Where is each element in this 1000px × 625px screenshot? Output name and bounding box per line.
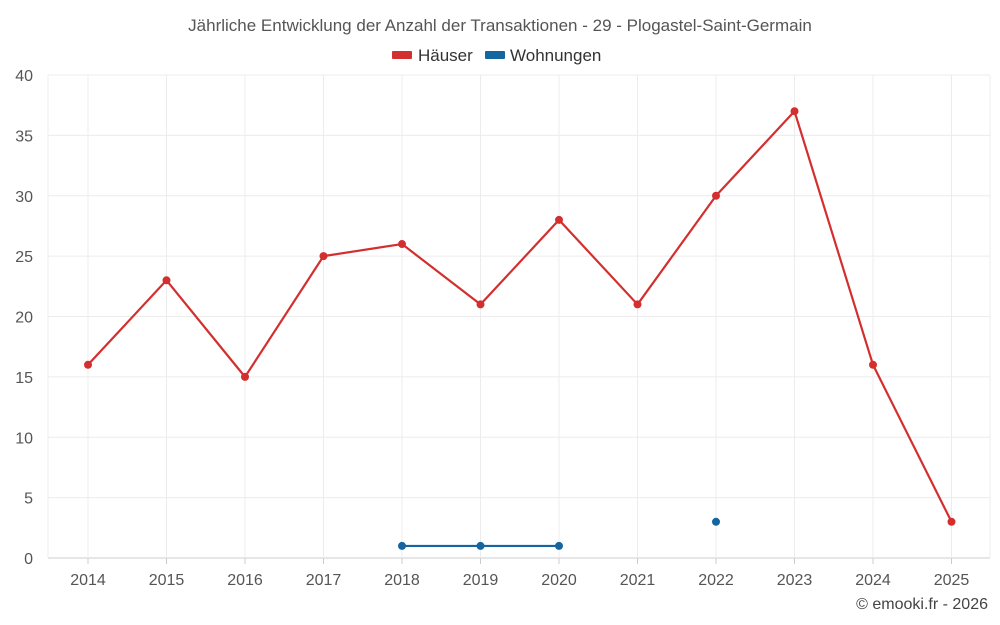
x-tick-label: 2019 [463, 572, 499, 589]
data-point-haeuser[interactable] [241, 372, 249, 381]
x-tick-label: 2025 [934, 572, 970, 589]
legend-label-wohnungen: Wohnungen [510, 46, 601, 65]
y-tick-label: 30 [15, 189, 33, 206]
x-tick-label: 2022 [698, 572, 734, 589]
x-tick-label: 2024 [855, 572, 891, 589]
x-tick-label: 2018 [384, 572, 420, 589]
series [84, 107, 956, 550]
y-tick-label: 25 [15, 249, 33, 266]
chart-title: Jährliche Entwicklung der Anzahl der Tra… [188, 16, 812, 35]
y-tick-label: 40 [15, 68, 33, 85]
x-tick-label: 2015 [149, 572, 185, 589]
x-axis: 2014 2015 2016 2017 2018 2019 2020 2021 2022 2023… [70, 558, 969, 589]
data-point-haeuser[interactable] [84, 360, 92, 369]
data-point-haeuser[interactable] [947, 517, 956, 526]
x-tick-label: 2016 [227, 572, 263, 589]
data-point-wohnungen[interactable] [555, 541, 563, 550]
legend-item-haeuser[interactable]: Häuser [392, 46, 473, 65]
y-axis: 0 5 10 15 20 25 30 35 40 [15, 68, 33, 568]
y-tick-label: 10 [15, 430, 33, 447]
data-point-haeuser[interactable] [398, 240, 406, 249]
x-tick-label: 2021 [620, 572, 656, 589]
x-tick-label: 2014 [70, 572, 106, 589]
legend: Häuser Wohnungen [392, 46, 601, 65]
y-tick-label: 15 [15, 370, 33, 387]
data-point-wohnungen[interactable] [398, 541, 406, 550]
x-tick-label: 2017 [306, 572, 342, 589]
data-point-haeuser[interactable] [476, 300, 485, 309]
data-point-haeuser[interactable] [633, 300, 642, 309]
data-point-haeuser[interactable] [869, 360, 877, 369]
grid [47, 74, 991, 559]
data-point-haeuser[interactable] [555, 215, 563, 224]
y-tick-label: 20 [15, 310, 33, 327]
legend-item-wohnungen[interactable]: Wohnungen [485, 46, 601, 65]
y-tick-label: 0 [24, 551, 33, 568]
data-point-haeuser[interactable] [712, 191, 720, 200]
data-point-haeuser[interactable] [319, 252, 328, 261]
y-tick-label: 5 [24, 491, 33, 508]
y-tick-label: 35 [15, 128, 33, 145]
data-point-haeuser[interactable] [162, 276, 171, 285]
legend-swatch-haeuser [392, 51, 412, 59]
x-tick-label: 2020 [541, 572, 577, 589]
data-point-wohnungen[interactable] [712, 517, 720, 526]
legend-swatch-wohnungen [485, 51, 505, 59]
data-point-wohnungen[interactable] [476, 541, 485, 550]
data-point-haeuser[interactable] [790, 107, 799, 116]
series-line-haeuser [87, 110, 953, 523]
x-tick-label: 2023 [777, 572, 813, 589]
legend-label-haeuser: Häuser [418, 46, 473, 65]
credit-text: © emooki.fr - 2026 [856, 596, 988, 613]
